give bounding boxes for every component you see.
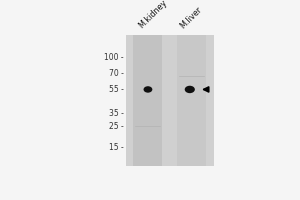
Bar — [177, 35, 206, 166]
Text: 100 -: 100 - — [104, 53, 124, 62]
Text: 35 -: 35 - — [109, 109, 124, 118]
Ellipse shape — [185, 86, 195, 93]
Text: M.kidney: M.kidney — [137, 0, 169, 30]
Text: 15 -: 15 - — [109, 143, 124, 152]
Ellipse shape — [143, 86, 152, 93]
Bar — [126, 35, 214, 166]
Text: 70 -: 70 - — [109, 69, 124, 78]
Text: 55 -: 55 - — [109, 85, 124, 94]
Text: M.liver: M.liver — [179, 5, 204, 30]
Text: 25 -: 25 - — [109, 122, 124, 131]
Bar — [133, 35, 162, 166]
